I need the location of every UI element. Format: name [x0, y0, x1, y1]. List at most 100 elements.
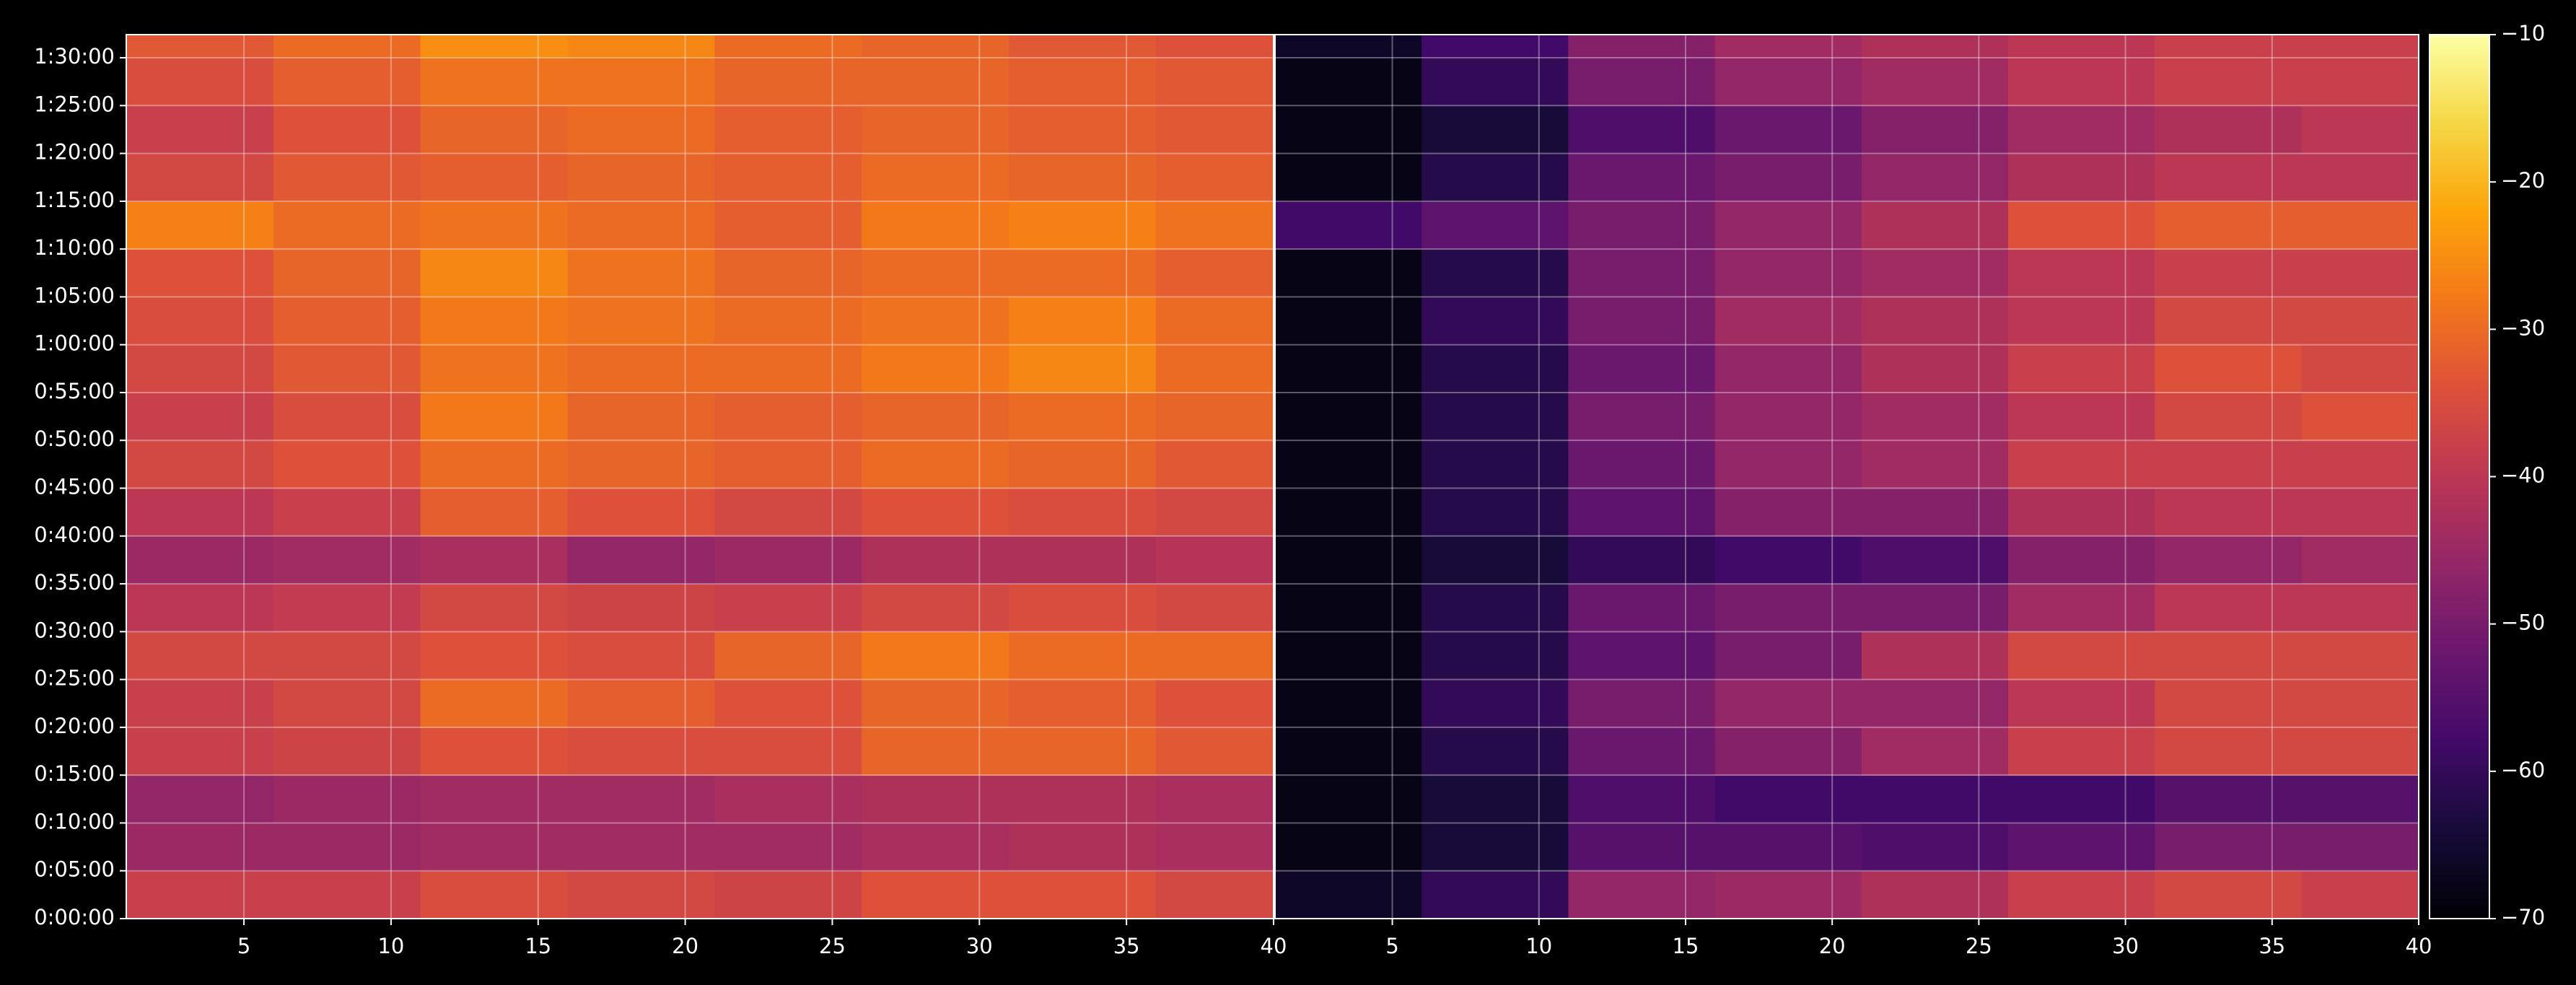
- heatmap-cell: [714, 153, 862, 202]
- heatmap-cell: [1568, 58, 1716, 106]
- heatmap-cell: [1714, 727, 1862, 776]
- heatmap-cell: [1275, 775, 1422, 823]
- heatmap-cell: [714, 249, 862, 297]
- heatmap-cell: [2301, 679, 2419, 728]
- heatmap-cell: [1421, 344, 1569, 393]
- heatmap-cell: [862, 297, 1009, 346]
- heatmap-cell: [567, 35, 715, 58]
- heatmap-cell: [126, 392, 274, 441]
- heatmap-cell: [1275, 727, 1422, 776]
- heatmap-cell: [862, 35, 1009, 58]
- heatmap-cell: [1861, 823, 2009, 872]
- heatmap-cell: [1568, 631, 1716, 680]
- x-tick-label: 5: [237, 934, 250, 958]
- heatmap-cell: [2155, 58, 2302, 106]
- heatmap-cell: [2008, 775, 2155, 823]
- x-tick-label: 10: [1525, 934, 1552, 958]
- heatmap-cell: [1275, 153, 1422, 202]
- heatmap-cell: [1009, 35, 1157, 58]
- heatmap-cell: [1155, 775, 1274, 823]
- heatmap-cell: [1568, 153, 1716, 202]
- heatmap-cell: [2155, 344, 2302, 393]
- heatmap-cell: [1861, 535, 2009, 585]
- heatmap-cell: [2008, 297, 2155, 346]
- heatmap-cell: [273, 297, 421, 346]
- heatmap-cell: [714, 344, 862, 393]
- heatmap-cell: [2155, 35, 2302, 58]
- heatmap-cell: [2301, 297, 2419, 346]
- heatmap-cell: [862, 105, 1009, 154]
- heatmap-cell: [1568, 392, 1716, 441]
- y-tick-label: 0:15:00: [34, 761, 115, 786]
- heatmap-cell: [1714, 679, 1862, 728]
- heatmap-cell: [1568, 297, 1716, 346]
- heatmap-cell: [2008, 584, 2155, 632]
- heatmap-cell: [2008, 153, 2155, 202]
- heatmap-cell: [1568, 105, 1716, 154]
- heatmap-cell: [1155, 488, 1274, 537]
- heatmap-cell: [1421, 153, 1569, 202]
- heatmap-cell: [1009, 488, 1157, 537]
- x-tick-label: 25: [1966, 934, 1992, 958]
- y-tick-label: 1:25:00: [34, 92, 115, 116]
- heatmap-cell: [862, 392, 1009, 441]
- heatmap-cell: [1861, 249, 2009, 297]
- heatmap-cell: [273, 440, 421, 489]
- heatmap-cell: [714, 535, 862, 585]
- heatmap-cell: [1568, 584, 1716, 632]
- heatmap-cell: [862, 344, 1009, 393]
- heatmap-cell: [273, 775, 421, 823]
- heatmap-cell: [2008, 535, 2155, 585]
- heatmap-cell: [567, 58, 715, 106]
- heatmap-cell: [2155, 775, 2302, 823]
- heatmap-cell: [1275, 201, 1422, 250]
- x-tick-label: 35: [2259, 934, 2285, 958]
- heatmap-cell: [126, 297, 274, 346]
- heatmap-cell: [1861, 488, 2009, 537]
- heatmap-cell: [1009, 392, 1157, 441]
- y-tick-label: 1:05:00: [34, 283, 115, 307]
- heatmap-cell: [1421, 775, 1569, 823]
- y-tick-label: 0:10:00: [34, 809, 115, 833]
- heatmap-cell: [2301, 153, 2419, 202]
- heatmap-cell: [567, 201, 715, 250]
- colorbar-tick-label: −70: [2501, 905, 2545, 929]
- heatmap-cell: [862, 679, 1009, 728]
- heatmap-cell: [1275, 631, 1422, 680]
- heatmap-cell: [1009, 249, 1157, 297]
- heatmap-cell: [273, 679, 421, 728]
- x-tick-label: 40: [1261, 934, 1287, 958]
- heatmap-cell: [126, 105, 274, 154]
- heatmap-panel: [1275, 35, 2419, 919]
- heatmap-cell: [1009, 105, 1157, 154]
- heatmap-cell: [714, 631, 862, 680]
- x-tick-label: 25: [819, 934, 846, 958]
- heatmap-cell: [1155, 727, 1274, 776]
- heatmap-cell: [2301, 488, 2419, 537]
- y-tick-label: 1:30:00: [34, 44, 115, 69]
- heatmap-cell: [1009, 823, 1157, 872]
- heatmap-cell: [1421, 727, 1569, 776]
- heatmap-cell: [2301, 58, 2419, 106]
- heatmap-cell: [2301, 823, 2419, 872]
- heatmap-cell: [2008, 440, 2155, 489]
- y-tick-label: 0:30:00: [34, 618, 115, 642]
- heatmap-cell: [420, 58, 569, 106]
- heatmap-cell: [126, 631, 274, 680]
- heatmap-cell: [862, 153, 1009, 202]
- heatmap-cell: [420, 488, 569, 537]
- y-tick-label: 0:35:00: [34, 570, 115, 595]
- heatmap-cell: [126, 35, 274, 58]
- heatmap-cell: [2155, 870, 2302, 919]
- heatmap-cell: [567, 392, 715, 441]
- heatmap-cell: [1421, 870, 1569, 919]
- heatmap-cell: [567, 249, 715, 297]
- heatmap-cell: [126, 870, 274, 919]
- heatmap-cell: [1009, 58, 1157, 106]
- x-tick-label: 35: [1113, 934, 1140, 958]
- heatmap-cell: [126, 344, 274, 393]
- heatmap-cell: [1861, 153, 2009, 202]
- heatmap-cell: [1275, 58, 1422, 106]
- heatmap-cell: [126, 488, 274, 537]
- heatmap-cell: [273, 249, 421, 297]
